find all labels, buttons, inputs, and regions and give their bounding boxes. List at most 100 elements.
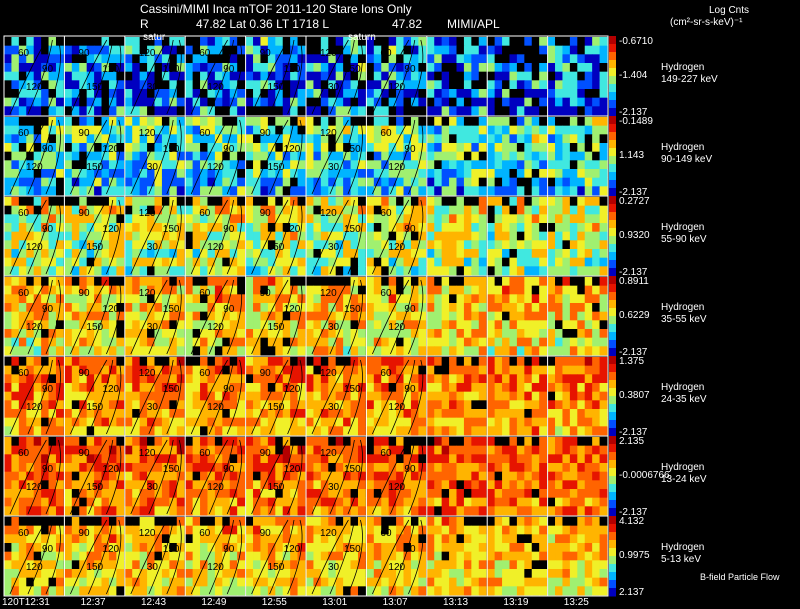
contour-label: 120 — [388, 482, 405, 493]
pixel — [555, 169, 563, 179]
pixel — [108, 257, 117, 267]
contour-label: 150 — [268, 162, 285, 173]
pixel — [79, 169, 88, 179]
pixel — [516, 357, 525, 367]
pixel — [229, 151, 238, 161]
pixel — [599, 97, 608, 107]
pixel — [94, 117, 102, 127]
pixel — [350, 409, 359, 419]
pixel — [584, 214, 593, 224]
pixel — [418, 240, 427, 250]
pixel — [237, 426, 245, 436]
pixel — [441, 71, 450, 81]
pixel — [64, 266, 73, 276]
pixel — [343, 445, 351, 455]
pixel — [237, 54, 245, 64]
pixel — [41, 426, 49, 436]
pixel — [132, 134, 141, 144]
pixel — [237, 337, 245, 347]
pixel — [71, 357, 80, 367]
pixel — [592, 506, 600, 516]
pixel — [441, 506, 450, 516]
pixel — [562, 240, 571, 250]
pixel — [55, 231, 64, 241]
pixel — [101, 160, 110, 170]
pixel — [456, 134, 465, 144]
pixel — [373, 303, 382, 313]
pixel — [176, 337, 185, 347]
pixel — [41, 445, 49, 455]
colorbar-segment — [609, 228, 616, 232]
pixel — [33, 37, 42, 47]
pixel — [169, 143, 178, 153]
contour-line — [251, 439, 289, 515]
pixel — [4, 231, 12, 241]
pixel — [335, 471, 344, 481]
pixel — [426, 391, 435, 401]
pixel — [124, 400, 133, 410]
pixel — [328, 285, 337, 295]
pixel — [569, 197, 578, 207]
pixel — [200, 337, 208, 347]
pixel — [26, 106, 35, 116]
pixel — [373, 374, 382, 384]
pixel — [396, 134, 404, 144]
pixel — [357, 480, 366, 490]
pixel — [161, 400, 170, 410]
pixel — [4, 71, 12, 81]
pixel — [381, 409, 390, 419]
pixel — [124, 445, 133, 455]
pixel — [449, 409, 457, 419]
pixel — [434, 80, 443, 90]
pixel — [388, 186, 397, 196]
pixel — [555, 89, 563, 99]
pixel — [4, 426, 12, 436]
pixel — [139, 437, 148, 447]
pixel — [275, 311, 284, 321]
pixel — [33, 63, 42, 73]
pixel — [132, 117, 141, 127]
pixel — [169, 463, 178, 473]
pixel — [86, 437, 95, 447]
pixel — [176, 277, 185, 287]
pixel — [539, 266, 547, 276]
pixel — [207, 125, 216, 135]
pixel — [86, 197, 95, 207]
pixel — [531, 417, 540, 427]
pixel — [569, 266, 578, 276]
pixel — [577, 177, 586, 187]
pixel — [275, 151, 284, 161]
pixel — [26, 517, 35, 527]
pixel — [562, 54, 571, 64]
pixel — [569, 337, 578, 347]
pixel — [154, 329, 163, 339]
pixel — [478, 417, 487, 427]
pixel — [343, 80, 351, 90]
pixel — [55, 249, 64, 259]
pixel — [562, 426, 571, 436]
pixel — [524, 231, 533, 241]
pixel — [4, 586, 12, 596]
pixel — [539, 134, 547, 144]
pixel — [33, 454, 42, 464]
pixel — [592, 471, 600, 481]
pixel — [185, 71, 194, 81]
pixel — [18, 534, 27, 544]
pixel — [592, 391, 600, 401]
pixel — [71, 374, 80, 384]
pixel — [509, 400, 518, 410]
pixel — [41, 454, 49, 464]
pixel — [350, 257, 359, 267]
pixel — [176, 257, 185, 267]
pixel — [350, 223, 359, 233]
pixel — [562, 489, 571, 499]
pixel — [154, 151, 163, 161]
pixel — [207, 71, 216, 81]
pixel — [555, 374, 563, 384]
pixel — [290, 205, 298, 215]
pixel — [494, 445, 503, 455]
pixel — [139, 489, 148, 499]
pixel — [418, 186, 427, 196]
pixel — [524, 303, 533, 313]
pixel — [214, 240, 223, 250]
